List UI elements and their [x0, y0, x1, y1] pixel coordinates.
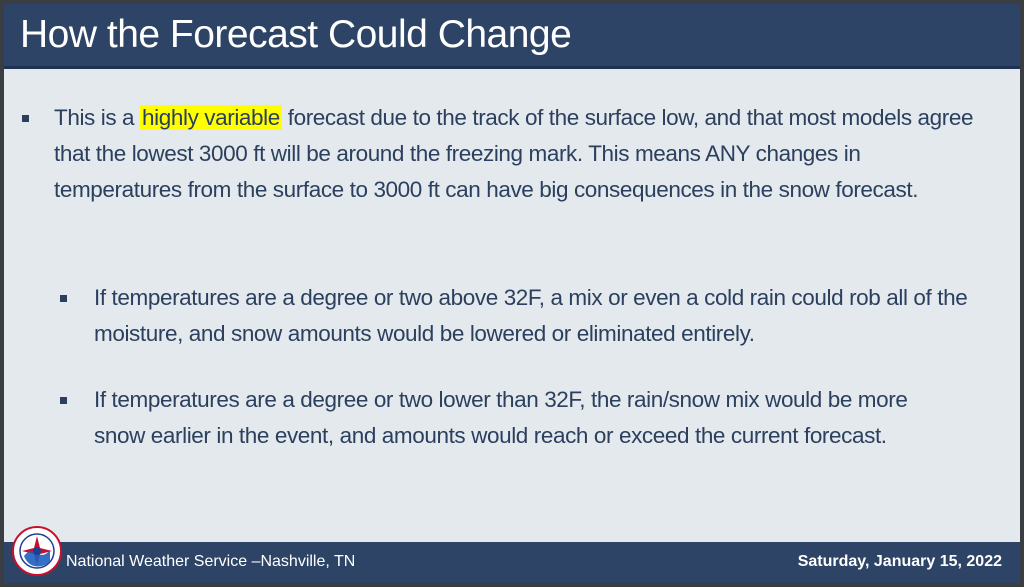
bullet-square-icon: [60, 295, 67, 302]
highlighted-text: highly variable: [140, 105, 282, 130]
noaa-nws-logo-icon: [12, 526, 62, 576]
slide: How the Forecast Could Change This is a …: [4, 4, 1020, 583]
bullet-main-pre: This is a: [54, 105, 141, 130]
footer-bar: National Weather Service –Nashville, TN …: [4, 542, 1020, 583]
sub-bullet-text: If temperatures are a degree or two lowe…: [94, 387, 908, 448]
title-bar: How the Forecast Could Change: [4, 4, 1020, 69]
slide-title: How the Forecast Could Change: [20, 13, 572, 56]
bullet-main-post: forecast due to the track of the surface…: [54, 105, 974, 202]
sub-bullet-above-freezing: If temperatures are a degree or two abov…: [60, 280, 974, 352]
sub-bullet-below-freezing: If temperatures are a degree or two lowe…: [60, 382, 964, 454]
bullet-square-icon: [22, 115, 29, 122]
slide-date: Saturday, January 15, 2022: [797, 553, 1002, 570]
bullet-square-icon: [60, 397, 67, 404]
bullet-main: This is a highly variable forecast due t…: [22, 100, 984, 208]
sub-bullet-text: If temperatures are a degree or two abov…: [94, 285, 968, 346]
office-name: National Weather Service –Nashville, TN: [66, 553, 356, 570]
